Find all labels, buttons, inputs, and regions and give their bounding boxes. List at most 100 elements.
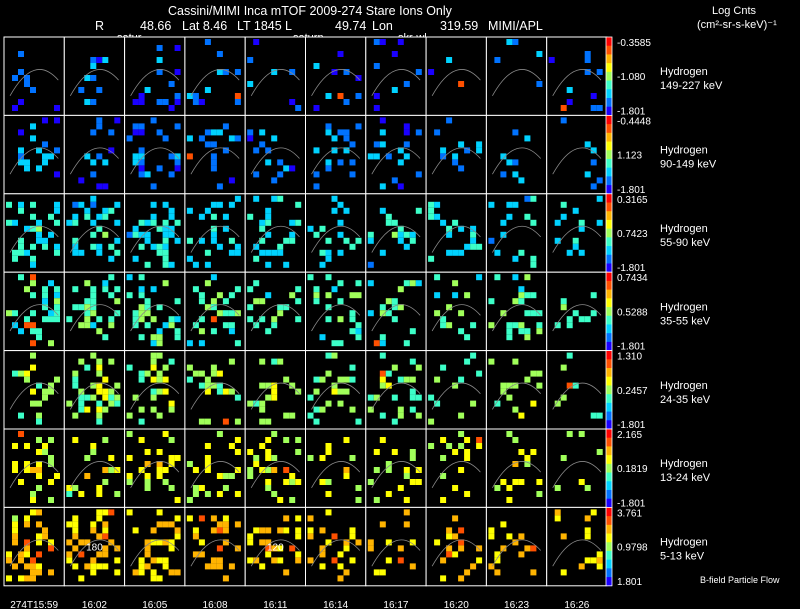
- heatmap-pixel: [12, 370, 18, 377]
- heatmap-pixel: [96, 406, 103, 413]
- heatmap-pixel: [409, 449, 416, 455]
- heatmap-pixel: [228, 249, 235, 256]
- heatmap-pixel: [277, 557, 284, 564]
- heatmap-pixel: [440, 219, 447, 226]
- heatmap-pixel: [30, 575, 36, 582]
- heatmap-pixel: [265, 261, 272, 268]
- heatmap-pixel: [24, 521, 30, 528]
- heatmap-pixel: [234, 249, 241, 256]
- heatmap-pixel: [126, 292, 133, 299]
- heatmap-pixel: [355, 75, 362, 81]
- heatmap-pixel: [198, 316, 205, 323]
- heatmap-pixel: [277, 310, 284, 317]
- heatmap-pixel: [560, 298, 567, 305]
- colorbar-segment: [606, 63, 612, 73]
- heatmap-pixel: [18, 99, 24, 105]
- heatmap-pixel: [325, 479, 332, 485]
- heatmap-pixel: [367, 539, 374, 546]
- heatmap-pixel: [132, 322, 139, 329]
- heatmap-pixel: [506, 322, 513, 329]
- heatmap-pixel: [156, 370, 163, 377]
- heatmap-pixel: [30, 352, 36, 359]
- heatmap-pixel: [259, 237, 266, 244]
- heatmap-pixel: [138, 370, 145, 377]
- heatmap-pixel: [204, 249, 211, 256]
- image-tile: [425, 36, 487, 116]
- heatmap-pixel: [18, 557, 24, 564]
- heatmap-pixel: [518, 286, 525, 293]
- colorbar-segment: [606, 141, 612, 151]
- heatmap-pixel: [319, 563, 326, 570]
- heatmap-pixel: [30, 388, 36, 395]
- heatmap-pixel: [36, 467, 42, 473]
- bfield-line: [492, 147, 542, 175]
- heatmap-pixel: [150, 243, 157, 250]
- heatmap-pixel: [108, 243, 115, 250]
- heatmap-pixel: [247, 316, 254, 323]
- heatmap-pixel: [84, 563, 91, 570]
- colorbar-segment: [606, 228, 612, 238]
- heatmap-pixel: [114, 382, 121, 389]
- heatmap-pixel: [102, 437, 109, 443]
- energy-range-label: 5-13 keV: [660, 551, 705, 563]
- heatmap-pixel: [596, 412, 603, 419]
- heatmap-pixel: [428, 207, 435, 214]
- heatmap-pixel: [259, 467, 266, 473]
- heatmap-pixel: [524, 376, 531, 383]
- heatmap-pixel: [102, 406, 109, 413]
- heatmap-pixel: [319, 455, 326, 461]
- heatmap-pixel: [409, 455, 416, 461]
- heatmap-pixel: [174, 533, 181, 540]
- heatmap-pixel: [42, 449, 48, 455]
- heatmap-pixel: [126, 231, 133, 238]
- heatmap-pixel: [596, 105, 603, 111]
- heatmap-pixel: [54, 292, 60, 299]
- heatmap-pixel: [506, 334, 513, 341]
- heatmap-pixel: [18, 207, 24, 214]
- heatmap-pixel: [337, 129, 344, 136]
- heatmap-pixel: [156, 352, 163, 359]
- heatmap-pixel: [367, 237, 374, 244]
- heatmap-pixel: [72, 545, 79, 552]
- heatmap-pixel: [337, 551, 344, 558]
- heatmap-pixel: [234, 69, 241, 75]
- heatmap-pixel: [434, 310, 441, 317]
- heatmap-pixel: [440, 147, 447, 154]
- heatmap-pixel: [96, 485, 103, 491]
- heatmap-pixel: [96, 418, 103, 425]
- heatmap-pixel: [198, 551, 205, 558]
- heatmap-pixel: [343, 237, 350, 244]
- heatmap-pixel: [156, 243, 163, 250]
- heatmap-pixel: [494, 57, 501, 63]
- heatmap-pixel: [265, 545, 272, 552]
- heatmap-pixel: [265, 292, 272, 299]
- heatmap-pixel: [102, 551, 109, 558]
- heatmap-pixel: [259, 443, 266, 449]
- heatmap-pixel: [379, 183, 386, 190]
- heatmap-pixel: [349, 557, 356, 564]
- heatmap-pixel: [409, 376, 416, 383]
- heatmap-pixel: [198, 237, 205, 244]
- heatmap-pixel: [409, 539, 416, 546]
- heatmap-pixel: [403, 153, 410, 160]
- heatmap-pixel: [391, 394, 398, 401]
- heatmap-pixel: [144, 449, 151, 455]
- heatmap-pixel: [66, 491, 73, 497]
- heatmap-pixel: [72, 249, 79, 256]
- heatmap-pixel: [96, 213, 103, 220]
- time-tick-label: 274T15:59: [10, 600, 58, 609]
- heatmap-pixel: [289, 99, 296, 105]
- heatmap-pixel: [12, 461, 18, 467]
- heatmap-pixel: [458, 141, 465, 148]
- heatmap-pixel: [337, 231, 344, 238]
- heatmap-pixel: [96, 57, 103, 63]
- heatmap-pixel: [349, 316, 356, 323]
- heatmap-pixel: [512, 479, 519, 485]
- heatmap-pixel: [228, 237, 235, 244]
- heatmap-pixel: [283, 515, 290, 522]
- colorbar-segment: [606, 368, 612, 378]
- heatmap-pixel: [295, 449, 302, 455]
- heatmap-pixel: [415, 69, 422, 75]
- heatmap-pixel: [162, 479, 169, 485]
- heatmap-pixel: [440, 153, 447, 160]
